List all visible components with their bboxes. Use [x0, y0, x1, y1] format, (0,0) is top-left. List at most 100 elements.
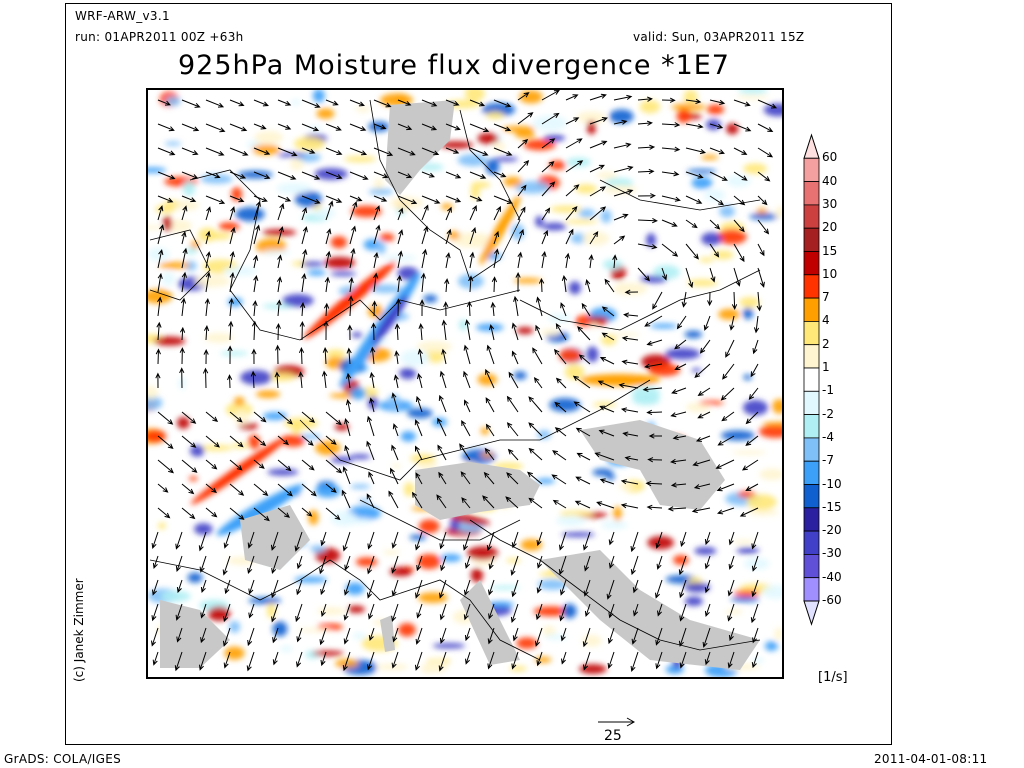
wind-arrow — [745, 411, 759, 425]
wind-arrow — [745, 435, 759, 447]
wind-arrow — [368, 471, 375, 485]
wind-arrow — [301, 195, 321, 204]
wind-arrow — [694, 363, 711, 378]
wind-arrow — [637, 267, 650, 282]
wind-arrow — [151, 603, 159, 622]
wind-arrow — [181, 205, 188, 221]
wind-arrow — [277, 171, 297, 180]
wind-arrow — [469, 226, 477, 245]
wind-arrow — [366, 440, 375, 461]
wind-arrow — [205, 507, 218, 518]
wind-arrow — [645, 480, 663, 487]
wind-arrow — [325, 228, 332, 245]
wind-arrow — [229, 147, 249, 156]
wind-arrow — [445, 99, 460, 106]
wind-arrow — [222, 627, 231, 647]
wind-arrow — [252, 300, 258, 317]
wind-arrow — [578, 354, 591, 365]
wind-arrow — [246, 651, 255, 672]
wind-arrow — [229, 435, 244, 448]
colorbar-swatch — [803, 460, 820, 485]
wind-arrow — [396, 274, 402, 293]
wind-arrow — [757, 219, 770, 235]
wind-arrow — [417, 372, 423, 389]
wind-arrow — [574, 500, 591, 509]
plot-frame — [65, 3, 892, 745]
wind-arrow — [534, 627, 543, 647]
wind-arrow — [661, 243, 679, 257]
wind-arrow — [729, 315, 735, 331]
wind-arrow — [247, 555, 255, 574]
wind-arrow — [223, 531, 231, 549]
wind-arrow — [298, 371, 304, 389]
wind-arrow — [181, 99, 201, 108]
wind-arrow — [373, 195, 388, 202]
colorbar-tick-label: -1 — [822, 383, 834, 398]
wind-arrow — [346, 347, 352, 365]
wind-arrow — [301, 226, 308, 245]
wind-arrow — [445, 228, 452, 245]
wind-arrow — [541, 250, 547, 269]
wind-arrow — [559, 603, 567, 622]
wind-arrow — [678, 627, 687, 647]
wind-arrow — [277, 411, 293, 425]
wind-arrow — [298, 347, 305, 365]
wind-arrow — [594, 452, 615, 461]
wind-arrow — [553, 348, 567, 365]
wind-arrow — [561, 274, 568, 293]
wind-arrow — [301, 459, 315, 471]
wind-arrow — [325, 507, 341, 521]
wind-arrow — [222, 555, 231, 576]
wind-arrow — [229, 195, 245, 203]
wind-arrow — [670, 411, 687, 418]
wind-arrow — [157, 435, 174, 450]
wind-arrow — [157, 483, 169, 493]
wind-arrow — [750, 363, 759, 378]
wind-arrow — [175, 531, 183, 550]
wind-arrow — [565, 228, 574, 245]
wind-arrow — [420, 272, 426, 293]
colorbar-tick-label: 10 — [822, 266, 838, 281]
wind-arrow — [517, 92, 530, 101]
wind-arrow — [575, 427, 591, 437]
wind-arrow — [391, 579, 399, 597]
wind-arrow — [227, 345, 233, 365]
wind-arrow — [727, 603, 735, 622]
wind-arrow — [541, 229, 549, 245]
wind-arrow — [469, 251, 475, 269]
wind-arrow — [349, 171, 369, 180]
wind-arrow — [417, 348, 423, 365]
wind-arrow — [541, 138, 556, 149]
wind-arrow — [757, 267, 765, 288]
wind-arrow — [391, 531, 399, 549]
wind-arrow — [344, 555, 351, 571]
wind-arrow — [229, 171, 247, 179]
wind-arrow — [506, 472, 519, 485]
wind-arrow — [277, 147, 298, 157]
wind-arrow — [397, 250, 403, 269]
wind-arrow — [296, 579, 303, 596]
wind-arrow — [301, 435, 314, 446]
wind-arrow — [646, 504, 663, 510]
wind-arrow — [421, 171, 435, 178]
wind-arrow — [443, 301, 449, 317]
wind-arrow — [440, 555, 447, 572]
wind-arrow — [181, 435, 197, 448]
wind-arrow — [349, 195, 363, 202]
wind-arrow — [661, 171, 680, 177]
wind-arrow — [535, 603, 543, 621]
wind-vectors — [151, 89, 778, 672]
wind-arrow — [538, 277, 545, 293]
colorbar-arrow-bottom — [803, 600, 820, 626]
wind-arrow — [685, 195, 703, 204]
wind-arrow — [541, 207, 551, 221]
wind-arrow — [533, 376, 543, 389]
wind-arrow — [394, 350, 400, 365]
wind-arrow — [596, 501, 615, 509]
wind-arrow — [493, 230, 500, 245]
wind-arrow — [367, 579, 375, 599]
wind-arrow — [717, 507, 735, 515]
wind-arrow — [483, 471, 495, 485]
wind-arrow — [253, 435, 267, 447]
wind-arrow — [679, 603, 687, 622]
